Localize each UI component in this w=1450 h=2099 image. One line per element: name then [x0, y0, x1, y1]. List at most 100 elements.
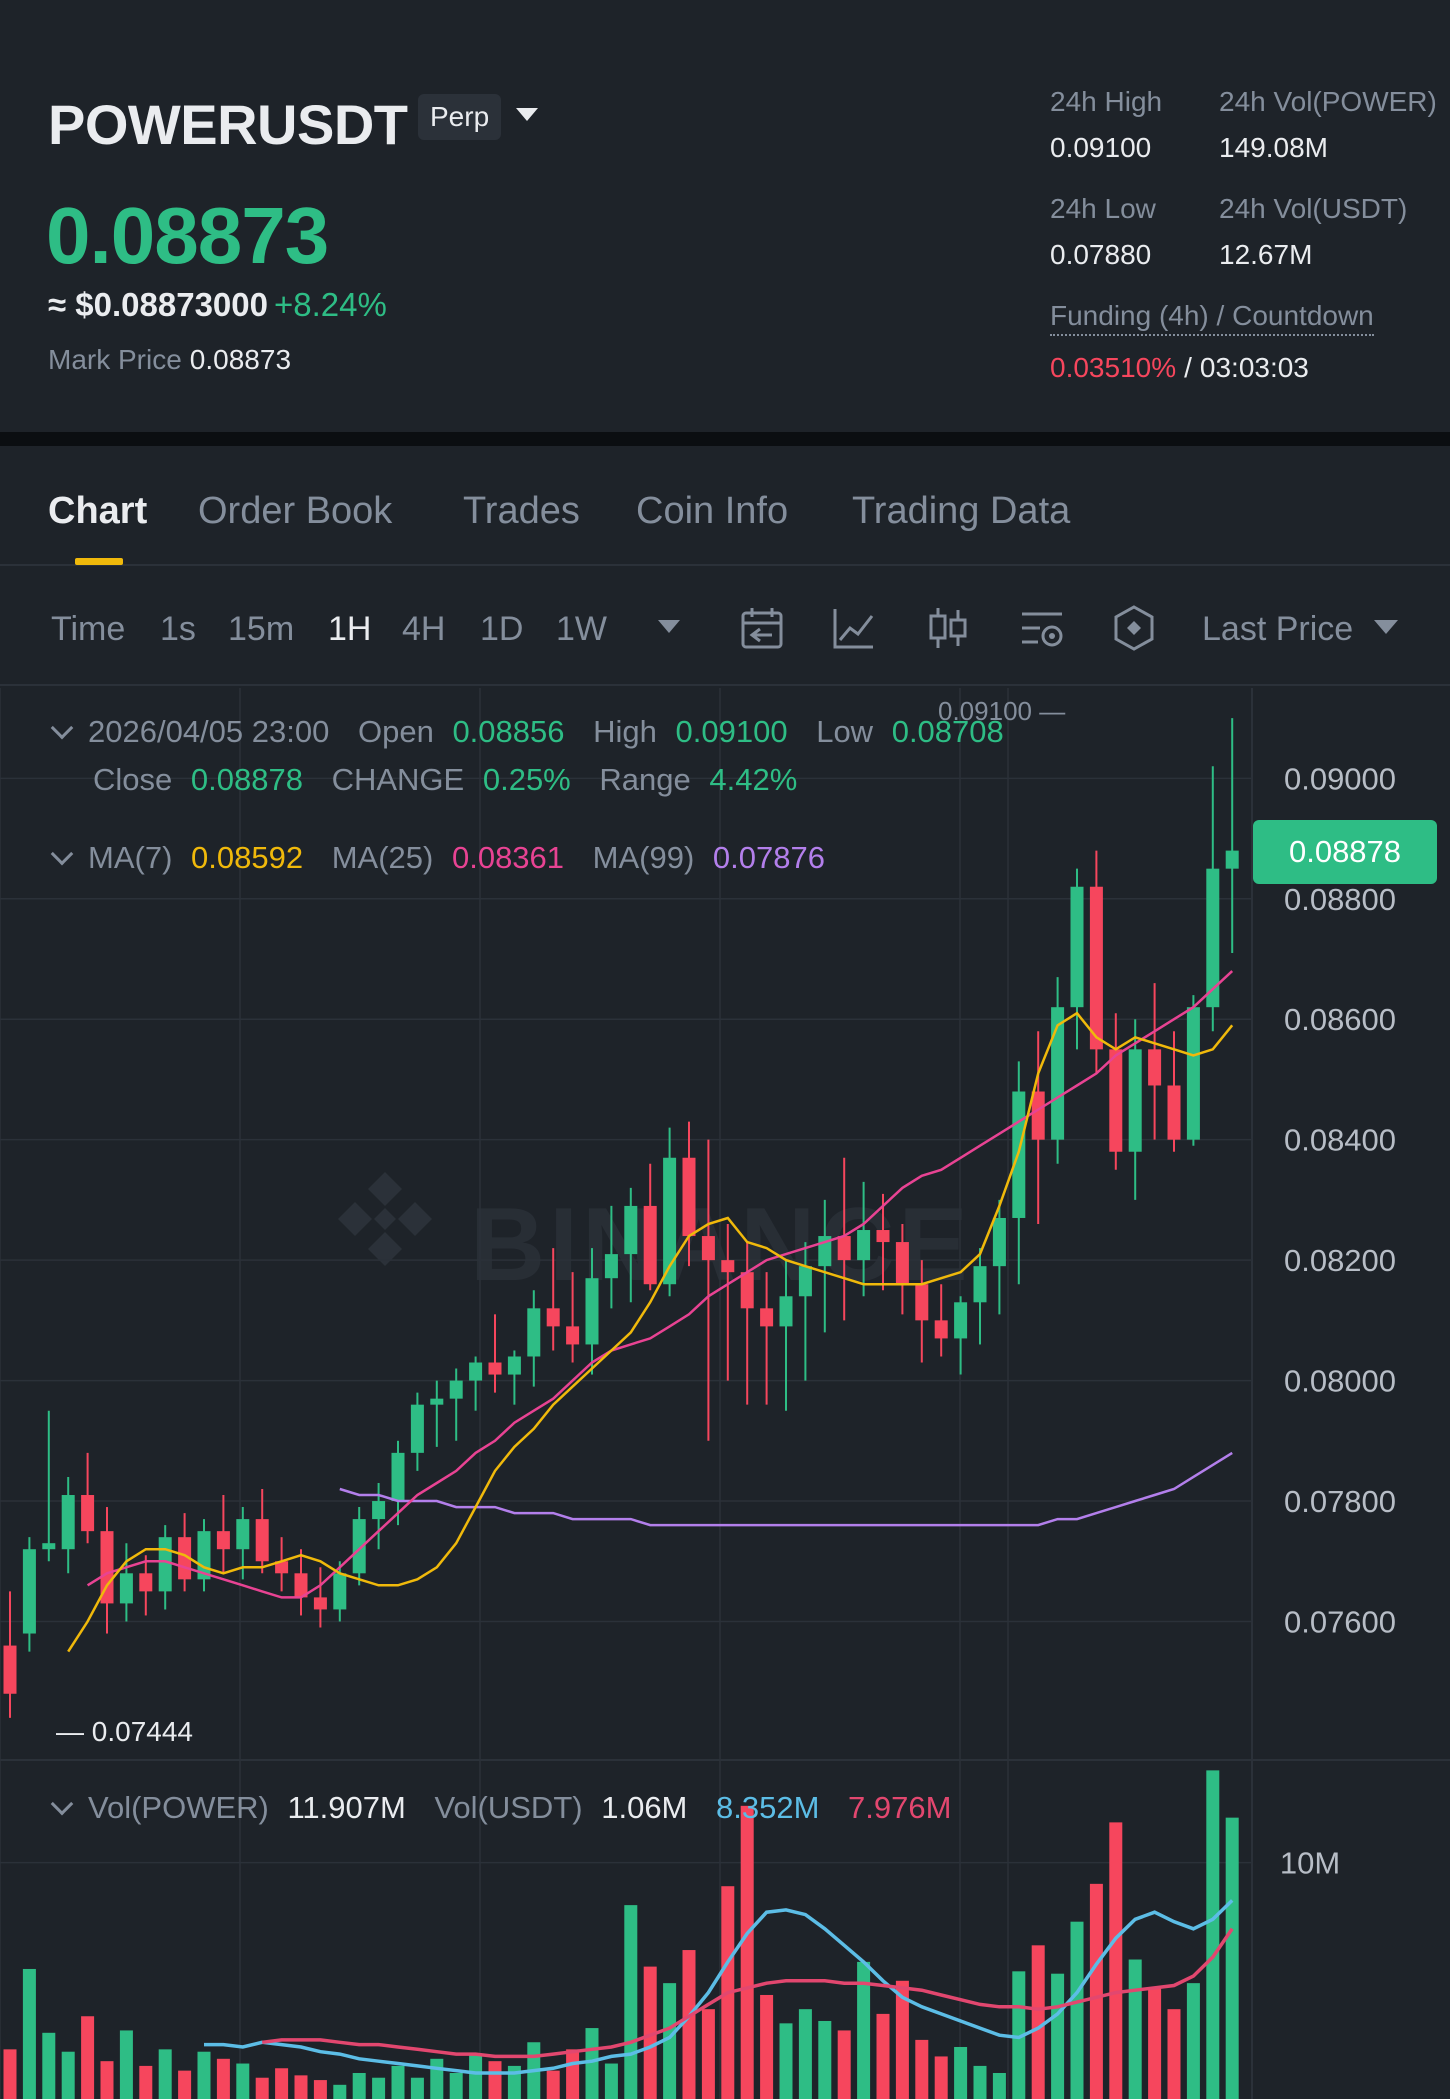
volume-bar — [818, 2020, 832, 2099]
low-marker-value: 0.07444 — [91, 1716, 193, 1747]
volume-bar — [3, 2049, 17, 2099]
volume-bar — [954, 2046, 968, 2099]
tab-trades[interactable]: Trades — [463, 490, 580, 532]
chart-toolbar: Time 1s 15m 1H 4H 1D 1W Last Price — [0, 568, 1450, 686]
volume-bar — [643, 1966, 657, 2099]
volume-bar — [158, 2049, 172, 2099]
chart-area[interactable]: BINANCE 0.09000 0.08800 0.08600 0.08400 0.08… — [0, 688, 1450, 2099]
hexagon-tool-icon[interactable] — [1110, 604, 1158, 652]
candle-body — [119, 1573, 133, 1604]
volume-bar — [410, 2077, 424, 2099]
y-tick-label: 0.08600 — [1284, 1002, 1396, 1037]
ma25-line — [86, 970, 1234, 1599]
candle-body — [275, 1561, 289, 1574]
last-price: 0.08873 — [46, 191, 329, 280]
timeframe-1d[interactable]: 1D — [480, 610, 524, 648]
ma25-value: 0.08361 — [451, 840, 565, 875]
candle-body — [216, 1531, 230, 1550]
current-price-tag[interactable]: 0.08878 — [1253, 820, 1437, 884]
candle-body — [22, 1549, 36, 1634]
volume-bar — [779, 2023, 793, 2099]
funding-label[interactable]: Funding (4h) / Countdown — [1050, 300, 1374, 336]
y-tick-label: 0.09000 — [1284, 761, 1396, 796]
volume-bar — [488, 2061, 502, 2099]
volume-bar — [430, 2058, 444, 2099]
ma25-label: MA(25) — [331, 840, 434, 875]
timeframe-time[interactable]: Time — [51, 610, 126, 648]
collapse-chevron-icon[interactable] — [50, 842, 74, 866]
volume-y-tick-label: 10M — [1280, 1846, 1340, 1881]
volume-bar — [740, 1805, 754, 2099]
volume-bar — [449, 2072, 463, 2099]
collapse-chevron-icon[interactable] — [50, 716, 74, 740]
vol-quote-value: 1.06M — [601, 1790, 688, 1825]
tab-chart[interactable]: Chart — [48, 490, 148, 532]
high-label: High — [593, 714, 657, 749]
volume-bar — [294, 2075, 308, 2099]
funding-info[interactable]: Funding (4h) / Countdown 0.03510%/03:03:… — [1050, 300, 1374, 384]
open-label: Open — [357, 714, 434, 749]
stat-label: 24h Vol(USDT) — [1219, 193, 1408, 224]
vol-quote-label: Vol(USDT) — [434, 1790, 583, 1825]
y-tick-label: 0.08200 — [1284, 1243, 1396, 1278]
candle-body — [352, 1519, 366, 1574]
line-chart-icon[interactable] — [830, 604, 878, 652]
stat-24h-high: 24h High 0.09100 — [1050, 86, 1162, 164]
candlestick-icon[interactable] — [924, 604, 972, 652]
stat-label: 24h High — [1050, 86, 1163, 117]
price-type-caret-icon[interactable] — [1374, 620, 1398, 634]
price-type-select[interactable]: Last Price — [1202, 610, 1354, 648]
volume-bar — [22, 1968, 36, 2099]
volume-bar — [372, 2077, 386, 2099]
volume-bar — [604, 2063, 618, 2099]
volume-bar — [857, 1961, 871, 2099]
timeframe-1w[interactable]: 1W — [556, 610, 607, 648]
timeframe-4h[interactable]: 4H — [402, 610, 446, 648]
stat-24h-vol-base: 24h Vol(POWER) 149.08M — [1219, 86, 1437, 164]
volume-bar — [682, 1950, 696, 2099]
indicator-settings-icon[interactable] — [1018, 604, 1066, 652]
vol-base-label: Vol(POWER) — [88, 1790, 269, 1825]
calendar-icon[interactable] — [738, 604, 786, 652]
candle-body — [255, 1519, 269, 1562]
tab-trading-data[interactable]: Trading Data — [852, 490, 1071, 532]
timeframe-1s[interactable]: 1s — [160, 610, 196, 648]
low-label: Low — [816, 714, 874, 749]
ma99-label: MA(99) — [592, 840, 695, 875]
symbol-dropdown-caret-icon[interactable] — [516, 108, 538, 121]
volume-bar — [1070, 1921, 1084, 2099]
stat-value: 0.09100 — [1050, 132, 1152, 163]
volume-bar — [895, 1980, 909, 2099]
volume-bar — [1225, 1817, 1239, 2099]
market-header: POWERUSDT Perp 0.08873 ≈ $0.08873000 +8.2… — [0, 0, 1450, 432]
volume-bar — [701, 2009, 715, 2099]
candle-body — [158, 1537, 172, 1592]
candle-body — [1186, 1007, 1200, 1140]
tab-order-book[interactable]: Order Book — [198, 490, 393, 532]
collapse-chevron-icon[interactable] — [50, 1792, 74, 1816]
more-timeframes-caret-icon[interactable] — [658, 620, 680, 633]
ma99-value: 0.07876 — [712, 840, 825, 875]
volume-bar — [663, 1983, 677, 2099]
candle-body — [934, 1320, 948, 1339]
timeframe-15m[interactable]: 15m — [228, 610, 295, 648]
candle-body — [1206, 868, 1220, 1008]
ohlc-legend-row-2: Close 0.08878 CHANGE 0.25% Range 4.42% — [93, 762, 797, 798]
candle-body — [1225, 850, 1239, 869]
volume-bar — [178, 2070, 192, 2099]
candle-body — [798, 1266, 812, 1297]
contract-type-badge[interactable]: Perp — [418, 94, 502, 140]
symbol-title[interactable]: POWERUSDT — [48, 93, 408, 156]
candle-body — [779, 1296, 793, 1327]
stat-label: 24h Vol(POWER) — [1219, 86, 1437, 117]
volume-bar — [566, 2049, 580, 2099]
candle-body — [1051, 1007, 1065, 1140]
candle-body — [740, 1272, 754, 1309]
candle-body — [469, 1362, 483, 1381]
tab-coin-info[interactable]: Coin Info — [636, 490, 789, 532]
candle-body — [624, 1205, 638, 1255]
candle-body — [61, 1495, 75, 1550]
candle-body — [837, 1236, 851, 1261]
timeframe-1h[interactable]: 1H — [328, 610, 372, 648]
candle-body — [1070, 886, 1084, 1008]
